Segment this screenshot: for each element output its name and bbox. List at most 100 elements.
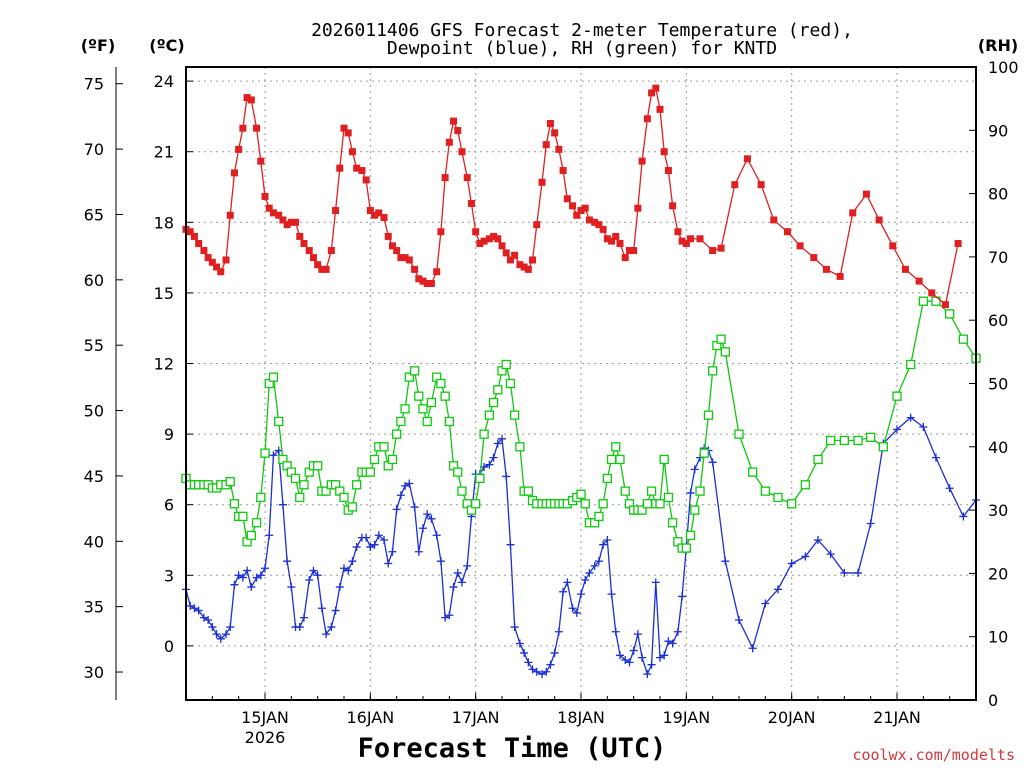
dewpoint-point bbox=[305, 575, 314, 584]
temperature-point bbox=[511, 251, 519, 259]
dewpoint-point bbox=[485, 460, 494, 469]
fahrenheit-tick-label: 70 bbox=[84, 140, 104, 159]
unit-celsius-label: (ºC) bbox=[149, 36, 184, 55]
dewpoint-point bbox=[493, 439, 502, 448]
dewpoint-point bbox=[457, 578, 466, 587]
temperature-point bbox=[239, 124, 247, 132]
rh-point bbox=[274, 416, 284, 427]
dewpoint-point bbox=[384, 559, 393, 568]
dewpoint-point bbox=[441, 613, 450, 622]
temperature-point bbox=[480, 237, 488, 245]
fahrenheit-tick-label: 65 bbox=[84, 205, 104, 224]
dewpoint-point bbox=[638, 653, 647, 662]
dewpoint-point bbox=[773, 585, 782, 594]
chart-title-line1: 2026011406 GFS Forecast 2-meter Temperat… bbox=[311, 20, 853, 41]
temperature-point bbox=[186, 228, 194, 236]
dewpoint-point bbox=[423, 510, 432, 519]
temperature-point bbox=[664, 167, 672, 175]
temperature-point bbox=[630, 247, 638, 255]
rh-point bbox=[611, 442, 621, 452]
temperature-point bbox=[577, 207, 585, 215]
rh-point bbox=[484, 410, 495, 420]
temperature-point bbox=[433, 268, 441, 276]
temperature-point bbox=[415, 275, 423, 283]
dewpoint-point bbox=[563, 578, 572, 587]
dewpoint-point bbox=[370, 540, 379, 549]
dewpoint-point bbox=[261, 564, 269, 573]
rh-point bbox=[409, 366, 420, 376]
celsius-tick-label: 24 bbox=[154, 72, 174, 91]
temperature-point bbox=[796, 242, 804, 250]
celsius-tick-label: 3 bbox=[164, 566, 174, 585]
temperature-point bbox=[656, 105, 664, 113]
dewpoint-point bbox=[559, 587, 568, 596]
temperature-point bbox=[770, 216, 778, 224]
temperature-point bbox=[643, 115, 651, 123]
temperature-point bbox=[652, 84, 660, 92]
dewpoint-point bbox=[542, 667, 551, 676]
temperature-point bbox=[573, 211, 581, 219]
dewpoint-point bbox=[599, 540, 608, 549]
dewpoint-point bbox=[432, 531, 441, 540]
temperature-point bbox=[678, 237, 686, 245]
dewpoint-point bbox=[463, 561, 472, 570]
temperature-point bbox=[687, 235, 695, 243]
rh-series bbox=[181, 296, 981, 553]
temperature-point bbox=[226, 211, 234, 219]
dewpoint-point bbox=[611, 627, 620, 636]
rh-tick-label: 50 bbox=[988, 375, 1008, 394]
temperature-point bbox=[423, 279, 431, 287]
dewpoint-point bbox=[388, 547, 397, 556]
dewpoint-point bbox=[615, 651, 624, 660]
rh-point bbox=[734, 429, 744, 439]
temperature-point bbox=[954, 239, 962, 247]
dewpoint-point bbox=[510, 623, 519, 632]
rh-point bbox=[369, 454, 380, 465]
temperature-point bbox=[915, 277, 923, 285]
temperature-point bbox=[538, 178, 546, 186]
temperature-point bbox=[314, 261, 322, 269]
temperature-point bbox=[190, 232, 198, 240]
unit-rh-label: (RH) bbox=[978, 36, 1018, 55]
temperature-point bbox=[849, 209, 857, 217]
temperature-point bbox=[397, 254, 405, 262]
dewpoint-point bbox=[945, 484, 954, 493]
temperature-point bbox=[388, 242, 396, 250]
temperature-series bbox=[182, 84, 962, 309]
rh-point bbox=[238, 511, 248, 522]
rh-point bbox=[813, 454, 823, 465]
time-tick-label: 20JAN bbox=[768, 708, 816, 727]
rh-point bbox=[659, 454, 669, 465]
temperature-point bbox=[375, 209, 383, 217]
rh-tick-label: 100 bbox=[988, 58, 1019, 77]
dewpoint-point bbox=[581, 575, 590, 584]
rh-point bbox=[825, 435, 836, 446]
celsius-tick-label: 18 bbox=[154, 213, 174, 232]
dewpoint-point bbox=[607, 590, 616, 599]
dewpoint-point bbox=[893, 425, 901, 434]
dewpoint-point bbox=[366, 543, 375, 552]
temperature-point bbox=[441, 174, 449, 182]
temperature-point bbox=[305, 247, 313, 255]
fahrenheit-tick-label: 30 bbox=[84, 663, 104, 682]
temperature-point bbox=[743, 155, 751, 163]
temperature-point bbox=[371, 211, 379, 219]
temperature-point bbox=[502, 249, 510, 257]
rh-point bbox=[488, 397, 499, 408]
rh-point bbox=[246, 530, 256, 541]
unit-fahrenheit-label: (ºF) bbox=[81, 36, 116, 55]
dewpoint-point bbox=[801, 552, 810, 561]
temperature-point bbox=[279, 216, 287, 224]
rh-point bbox=[475, 473, 485, 484]
rh-tick-label: 30 bbox=[988, 501, 1008, 520]
dewpoint-point bbox=[489, 453, 498, 462]
dewpoint-point bbox=[520, 648, 529, 657]
rh-point bbox=[800, 480, 811, 490]
temperature-point bbox=[875, 216, 883, 224]
rh-point bbox=[392, 429, 402, 439]
temperature-point bbox=[591, 218, 599, 226]
rh-point bbox=[708, 366, 718, 376]
temperature-point bbox=[287, 218, 295, 226]
rh-point bbox=[606, 454, 617, 465]
rh-point bbox=[295, 492, 305, 503]
